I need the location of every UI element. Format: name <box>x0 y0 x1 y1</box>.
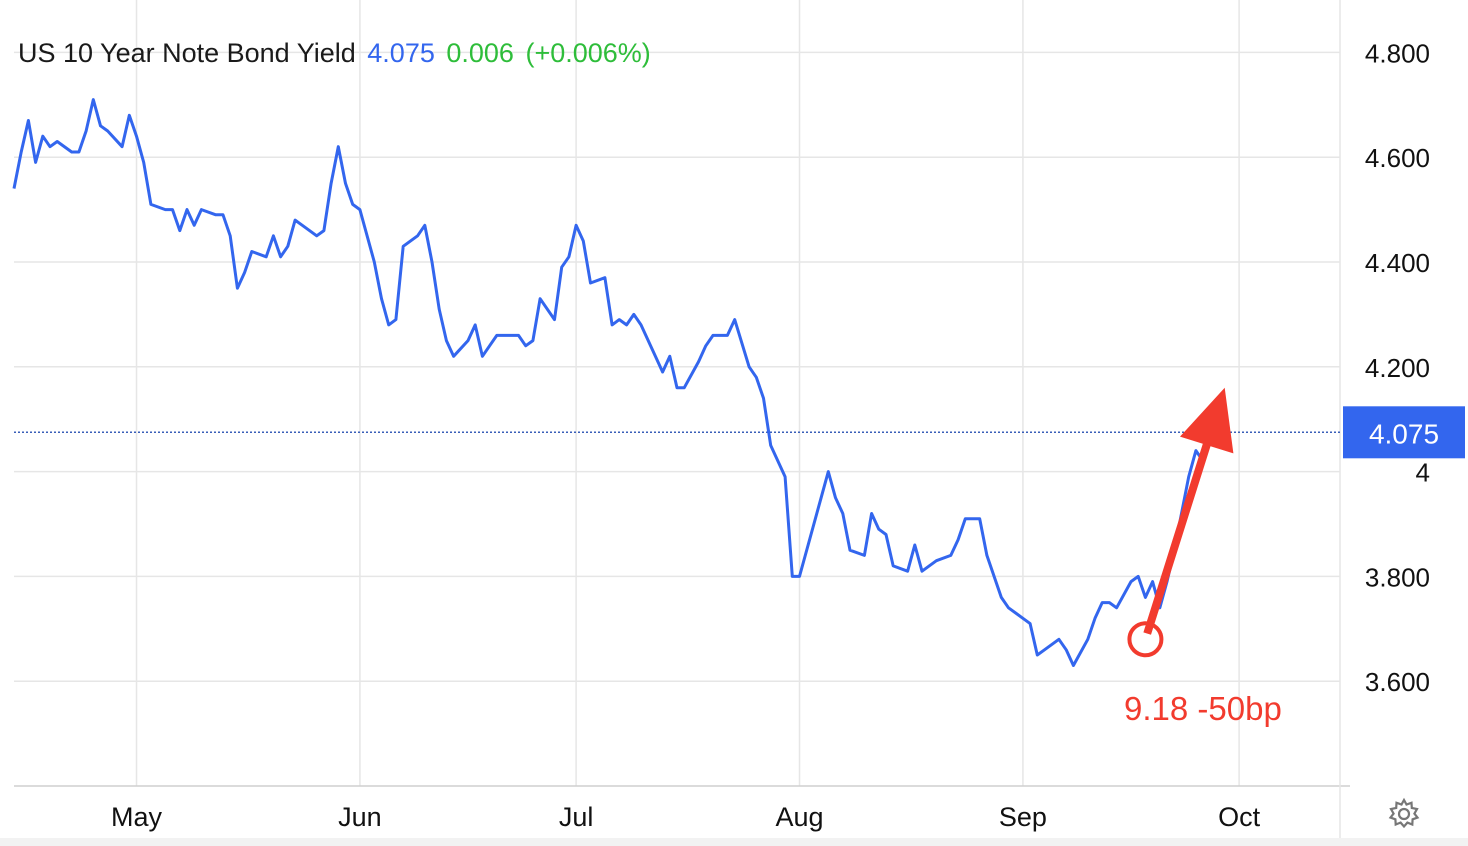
chart-title: US 10 Year Note Bond Yield <box>18 38 356 68</box>
y-tick-label: 4.800 <box>1365 38 1430 68</box>
annotation: 9.18 -50bp <box>1124 387 1282 727</box>
y-tick-label: 4.400 <box>1365 248 1430 278</box>
x-tick-label: Oct <box>1218 802 1261 832</box>
yield-series-line <box>12 98 1219 667</box>
y-tick-label: 3.800 <box>1365 562 1430 592</box>
price-change: 0.006 <box>446 38 514 68</box>
y-tick-label: 3.600 <box>1365 667 1430 697</box>
vertical-gridlines <box>135 0 1240 786</box>
price-change-percent: (+0.006%) <box>525 38 651 68</box>
gear-icon <box>1388 797 1420 829</box>
x-tick-label: Sep <box>999 802 1047 832</box>
y-tick-label: 4.200 <box>1365 353 1430 383</box>
current-price: 4.075 <box>367 38 435 68</box>
x-tick-labels: May Jun Jul Aug Sep Oct <box>111 802 1261 832</box>
x-tick-label: May <box>111 802 163 832</box>
current-value-badge-label: 4.075 <box>1369 418 1439 449</box>
chart-header: US 10 Year Note Bond Yield 4.075 0.006 (… <box>18 38 655 69</box>
settings-button[interactable] <box>1386 796 1422 832</box>
current-value-badge: 4.075 <box>1343 406 1465 459</box>
x-tick-label: Aug <box>775 802 823 832</box>
x-tick-label: Jun <box>338 802 382 832</box>
current-value-badge-bg <box>1343 406 1465 459</box>
annotation-label: 9.18 -50bp <box>1124 690 1282 727</box>
annotation-circle <box>1127 621 1164 658</box>
bottom-border <box>0 838 1468 846</box>
y-tick-label: 4.600 <box>1365 143 1430 173</box>
y-tick-label: 4 <box>1416 458 1430 488</box>
y-tick-labels: 3.600 3.800 4 4.200 4.400 4.600 4.800 <box>1365 38 1430 697</box>
x-tick-label: Jul <box>559 802 594 832</box>
annotation-arrow <box>1143 387 1234 635</box>
